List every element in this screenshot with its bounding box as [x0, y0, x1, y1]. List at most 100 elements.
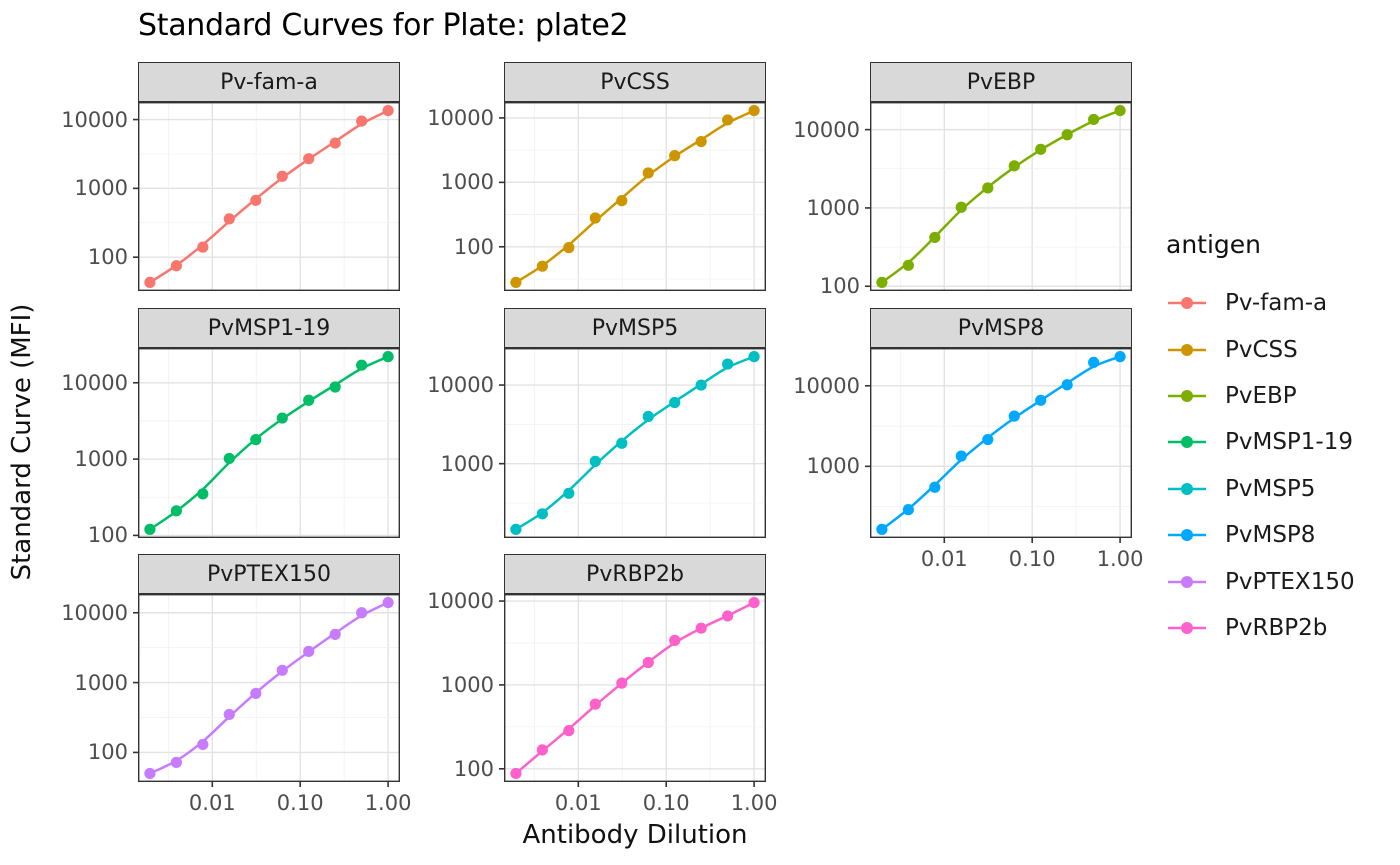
facet-strip-pv-fam-a: Pv-fam-a	[138, 62, 400, 102]
y-tick-label: 1000	[806, 195, 860, 220]
data-point-pvptex150	[329, 628, 341, 640]
panel-border	[503, 347, 767, 539]
data-point-pvebp	[982, 182, 994, 194]
data-point-pvmsp5	[563, 487, 575, 499]
data-point-pvmsp5	[536, 508, 548, 520]
fit-line-pv-fam-a	[148, 109, 390, 284]
legend-entry-pvmsp8: PvMSP8	[1166, 512, 1398, 558]
panel-background	[138, 594, 400, 782]
fit-line-pvmsp1-19	[148, 355, 390, 531]
facet-strip-pvcss: PvCSS	[504, 62, 766, 102]
plot-title: Standard Curves for Plate: plate2	[138, 8, 629, 43]
panel-border	[503, 101, 767, 292]
data-point-pvcss	[510, 276, 522, 289]
x-tick-label: 0.10	[1008, 547, 1056, 571]
facet-panel-pvcss	[499, 101, 767, 292]
data-point-pvptex150	[170, 756, 182, 768]
data-point-pvcss	[589, 212, 601, 224]
data-point-pv-fam-a	[197, 241, 209, 253]
y-tick-label: 1000	[74, 670, 128, 695]
facet-strip-label: PvMSP1-19	[207, 315, 331, 341]
data-point-pvebp	[929, 231, 941, 244]
fit-line-pvrbp2b	[514, 601, 756, 775]
y-tick-label: 10000	[793, 117, 860, 142]
y-tick-label: 1000	[74, 176, 128, 201]
facet-strip-pvptex150: PvPTEX150	[138, 554, 400, 594]
panel-background	[504, 102, 766, 291]
legend-key-icon	[1168, 436, 1206, 449]
legend-key-icon	[1168, 575, 1206, 588]
legend-entry-pvcss: PvCSS	[1166, 326, 1398, 372]
legend-entry-label: PvMSP1-19	[1225, 429, 1353, 456]
data-point-pv-fam-a	[144, 276, 156, 289]
facet-strip-label: PvMSP8	[957, 315, 1045, 341]
data-point-pvptex150	[144, 767, 156, 780]
data-point-pvmsp1-19	[144, 523, 156, 535]
y-tick-label: 100	[87, 523, 128, 548]
facet-panel-pvmsp1-19	[133, 347, 401, 539]
legend-entry-pvebp: PvEBP	[1166, 373, 1398, 419]
legend-entry-pvmsp1-19: PvMSP1-19	[1166, 419, 1398, 465]
fit-line-pvmsp5	[514, 355, 756, 531]
legend-key-icon	[1168, 621, 1206, 634]
data-point-pvmsp1-19	[223, 452, 235, 465]
data-point-pvcss	[669, 150, 681, 162]
data-point-pvrbp2b	[722, 610, 734, 622]
y-tick-label: 100	[453, 756, 494, 781]
panel-border	[137, 347, 401, 539]
legend-entry-label: PvMSP5	[1225, 475, 1316, 502]
facet-strip-pvmsp5: PvMSP5	[504, 308, 766, 348]
facet-strip-pvmsp1-19: PvMSP1-19	[138, 308, 400, 348]
y-tick-label: 10000	[61, 107, 128, 132]
data-point-pvebp	[955, 201, 967, 213]
data-point-pv-fam-a	[356, 115, 368, 127]
x-tick-label: 0.01	[188, 791, 236, 815]
facet-panel-pvmsp8	[865, 347, 1133, 543]
x-tick-label: 1.00	[1096, 547, 1144, 571]
data-point-pvmsp8	[982, 433, 994, 446]
legend-entry-label: PvCSS	[1225, 336, 1298, 363]
x-axis-title: Antibody Dilution	[522, 820, 748, 850]
y-tick-label: 1000	[74, 447, 128, 472]
facet-strip-label: PvMSP5	[591, 315, 679, 341]
y-axis-title: Standard Curve (MFI)	[7, 303, 37, 581]
legend-key-point	[1181, 621, 1193, 634]
data-point-pvmsp8	[902, 504, 914, 516]
y-tick-label: 10000	[61, 370, 128, 395]
legend-entry-label: PvEBP	[1225, 382, 1297, 409]
data-point-pvcss	[695, 135, 707, 148]
legend-key-icon	[1168, 297, 1206, 310]
data-point-pv-fam-a	[329, 137, 341, 149]
y-tick-label: 10000	[61, 600, 128, 625]
fit-line-pvptex150	[148, 601, 390, 775]
data-point-pvrbp2b	[669, 634, 681, 646]
legend-key-point	[1181, 529, 1193, 542]
data-point-pvmsp1-19	[382, 351, 394, 363]
data-point-pvmsp1-19	[356, 359, 368, 371]
x-tick-label: 0.01	[554, 791, 602, 815]
data-point-pvcss	[536, 260, 548, 272]
legend-title: antigen	[1166, 230, 1262, 259]
y-tick-label: 10000	[427, 373, 494, 398]
panel-border	[503, 593, 767, 783]
legend-key-icon	[1168, 482, 1206, 495]
data-point-pvrbp2b	[563, 725, 575, 737]
x-tick-label: 0.01	[920, 547, 968, 571]
facet-panel-pvebp	[865, 101, 1133, 292]
data-point-pvcss	[722, 114, 734, 126]
facet-panel-pv-fam-a	[133, 101, 401, 292]
facet-panel-pvrbp2b	[499, 593, 767, 787]
legend-key-icon	[1168, 343, 1206, 356]
data-point-pvptex150	[356, 607, 368, 619]
data-point-pvrbp2b	[695, 622, 707, 634]
legend-entry-label: Pv-fam-a	[1225, 290, 1328, 317]
y-tick-label: 100	[87, 245, 128, 270]
facet-strip-pvebp: PvEBP	[870, 62, 1132, 102]
data-point-pv-fam-a	[170, 260, 182, 272]
facet-strip-label: PvPTEX150	[207, 561, 331, 587]
data-point-pvmsp5	[642, 410, 654, 423]
facet-strip-label: Pv-fam-a	[220, 69, 318, 95]
legend-key-point	[1181, 575, 1193, 588]
data-point-pvmsp8	[955, 450, 967, 462]
data-point-pvmsp8	[876, 523, 888, 535]
